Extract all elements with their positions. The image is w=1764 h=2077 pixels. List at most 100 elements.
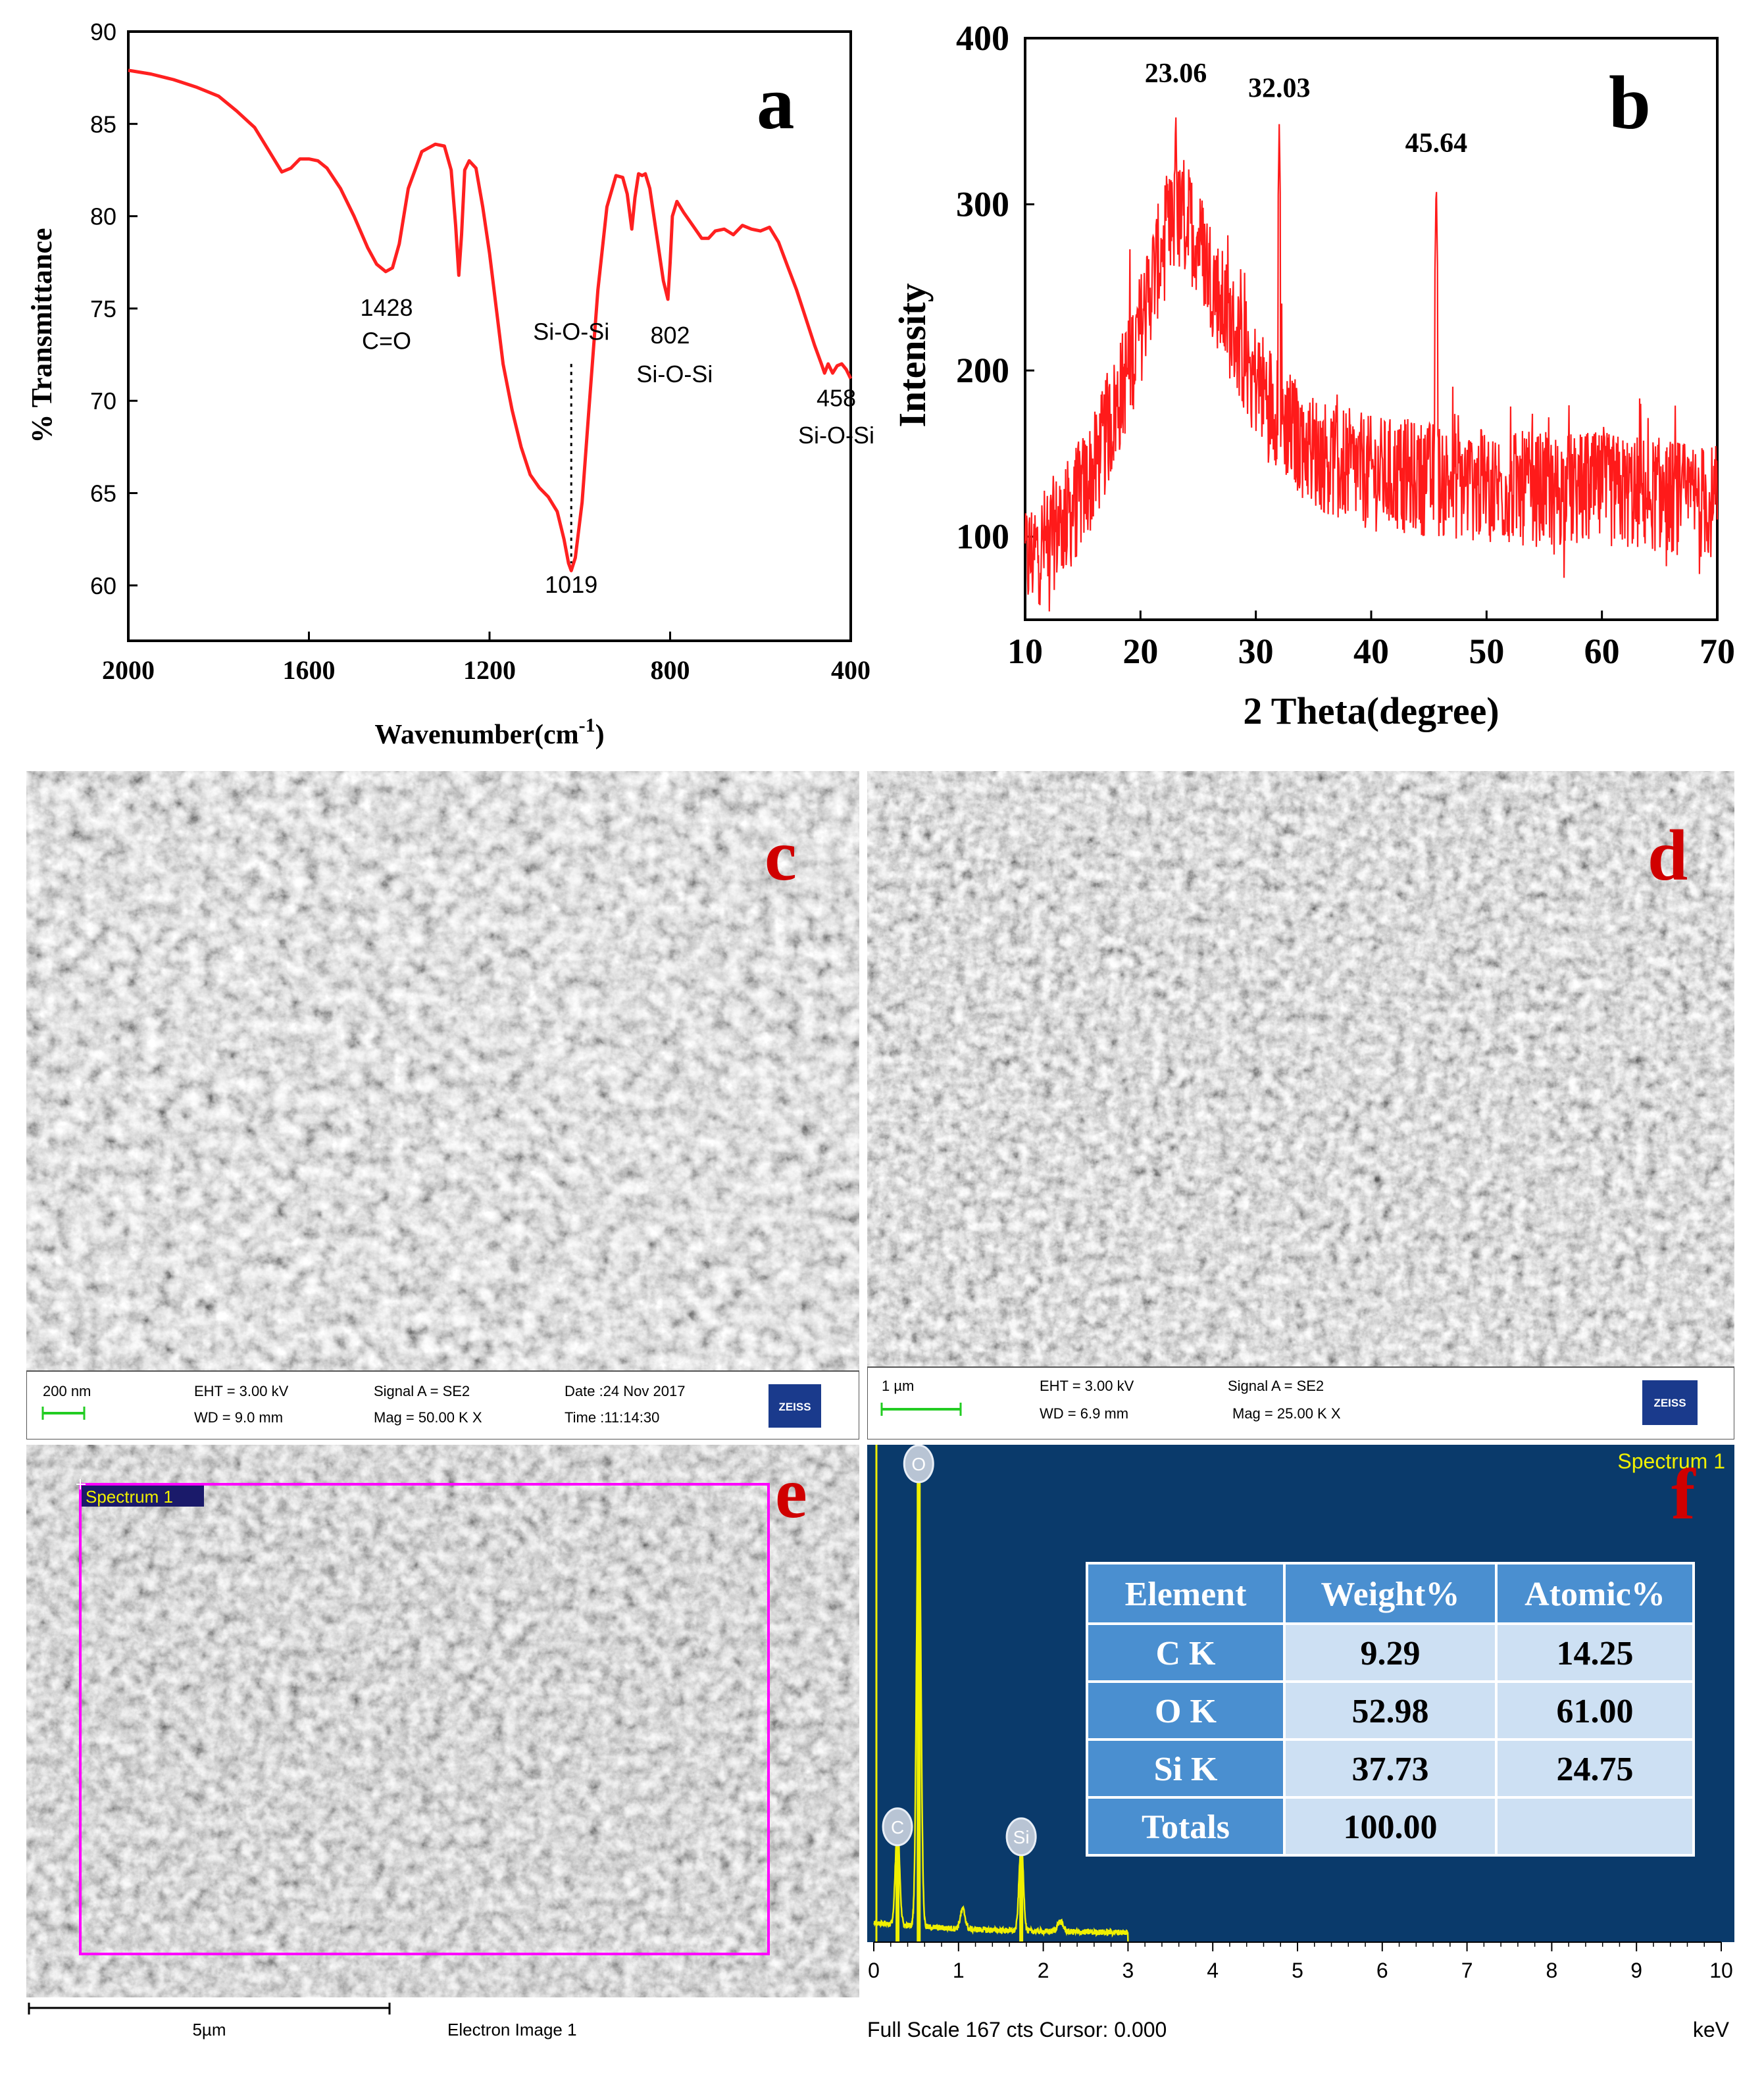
- xrd-x-tick-label: 30: [1238, 632, 1274, 671]
- ftir-y-tick-label: 65: [90, 480, 116, 507]
- eds-spectrum-label: Spectrum 1: [1617, 1449, 1725, 1473]
- ftir-x-tick-label: 1600: [283, 655, 336, 685]
- eds-peak-marker: [903, 1445, 934, 1484]
- ftir-annotation: C=O: [362, 328, 411, 355]
- xrd-y-tick-label: 400: [956, 18, 1009, 58]
- eds-table-value: 61.00: [1557, 1693, 1634, 1730]
- eds-table-cell: [1495, 1738, 1695, 1799]
- xrd-x-tick-label: 60: [1584, 632, 1620, 671]
- eds-table-cell: [1086, 1680, 1286, 1741]
- eds-peak-label: C: [891, 1817, 904, 1838]
- sem-e-caption: Electron Image 1: [447, 2020, 577, 2039]
- sem-panel-c: c 200 nm EHT = 3.00 kV WD = 9.0 mm Signa…: [26, 771, 859, 1439]
- eds-table-cell: [1086, 1738, 1286, 1799]
- ftir-x-tick-label: 2000: [102, 655, 155, 685]
- eds-x-tick-label: 0: [868, 1959, 880, 1982]
- ftir-y-tick-label: 90: [90, 18, 116, 45]
- xrd-x-tick-label: 70: [1700, 632, 1735, 671]
- eds-peak-marker: [882, 1807, 913, 1847]
- eds-chart: C O Si 0 1 2 3 4 5 6 7 8 9 10 Spectrum 1 f Element We…: [867, 1445, 1734, 2041]
- sem-c-signal: Signal A = SE2: [374, 1383, 470, 1399]
- sem-d-mag: Mag = 25.00 K X: [1232, 1405, 1341, 1422]
- eds-table-cell: [1495, 1622, 1695, 1683]
- eds-table-cell: [1283, 1796, 1498, 1857]
- sem-d-zeiss-logo: [1642, 1380, 1698, 1425]
- sem-panel-e: Spectrum 1 e 5µm Electron Image 1: [26, 1445, 859, 2049]
- eds-x-tick-label: 6: [1376, 1959, 1388, 1982]
- eds-x-tick-label: 10: [1709, 1959, 1733, 1982]
- eds-composition-table: Element Weight% Atomic% C K 9.29 14.25 O K 52.9…: [1086, 1562, 1695, 1857]
- eds-table-value: Totals: [1142, 1809, 1230, 1846]
- ftir-annotation: 1019: [545, 571, 597, 598]
- eds-x-tick-label: 2: [1038, 1959, 1049, 1982]
- xrd-y-tick-label: 200: [956, 351, 1009, 390]
- sem-d-zeiss-text: ZEISS: [1653, 1397, 1686, 1409]
- sem-image-e: [26, 1445, 859, 1997]
- sem-d-panel-letter: d: [1648, 815, 1688, 895]
- sem-c-eht: EHT = 3.00 kV: [194, 1383, 289, 1399]
- eds-table-header: Atomic%: [1525, 1576, 1665, 1613]
- eds-table-cell: [1495, 1796, 1695, 1857]
- eds-table-cell: [1495, 1680, 1695, 1741]
- sem-c-info-bar: [26, 1370, 859, 1439]
- xrd-peak-label: 23.06: [1145, 59, 1207, 89]
- eds-x-tick-label: 7: [1461, 1959, 1473, 1982]
- eds-table-value: 24.75: [1557, 1751, 1634, 1788]
- sem-c-zeiss-logo: [769, 1384, 821, 1428]
- sem-d-wd: WD = 6.9 mm: [1040, 1405, 1128, 1422]
- eds-panel-letter: f: [1671, 1454, 1696, 1534]
- eds-table-cell: [1086, 1562, 1286, 1625]
- xrd-x-axis-label: 2 Theta(degree): [1243, 689, 1499, 732]
- eds-table-value: 100.00: [1344, 1809, 1438, 1846]
- ftir-annotation: 1428: [360, 294, 413, 321]
- eds-table-header: Element: [1125, 1576, 1247, 1613]
- xrd-y-tick-label: 100: [956, 517, 1009, 557]
- sem-image-c: [26, 771, 859, 1371]
- eds-peak-marker: [1005, 1817, 1037, 1857]
- ftir-annotation: Si-O-Si: [798, 422, 874, 449]
- eds-peak-label: O: [911, 1454, 926, 1474]
- eds-table-value: C K: [1156, 1635, 1217, 1672]
- ftir-y-tick-label: 85: [90, 111, 116, 138]
- eds-peak-label: Si: [1013, 1827, 1030, 1847]
- ftir-chart: 2000 1600 1200 800 400 60 65 70 75 80 85 90 1428 C=O…: [26, 18, 874, 750]
- xrd-peak-label: 45.64: [1405, 128, 1468, 159]
- ftir-annotation: 458: [817, 385, 856, 412]
- ftir-y-tick-label: 70: [90, 388, 116, 414]
- eds-x-tick-label: 4: [1207, 1959, 1219, 1982]
- sem-d-eht: EHT = 3.00 kV: [1040, 1378, 1134, 1394]
- eds-table-value: 52.98: [1352, 1693, 1429, 1730]
- xrd-y-axis-label: Intensity: [891, 283, 934, 427]
- xrd-chart: 10 20 30 40 50 60 70 100 200 300 400 23.06 32.03 45.…: [891, 18, 1735, 732]
- sem-c-date: Date :24 Nov 2017: [565, 1383, 685, 1399]
- eds-table-cell: [1086, 1796, 1286, 1857]
- eds-table-value: 37.73: [1352, 1751, 1429, 1788]
- eds-table-cell: [1283, 1680, 1498, 1741]
- eds-x-unit: keV: [1693, 2018, 1730, 2041]
- sem-c-panel-letter: c: [765, 815, 797, 895]
- ftir-series-line: [128, 68, 853, 572]
- eds-table-header: Weight%: [1321, 1576, 1460, 1613]
- sem-c-mag: Mag = 50.00 K X: [374, 1409, 482, 1426]
- sem-panel-d: d 1 µm EHT = 3.00 kV WD = 6.9 mm Signal …: [867, 771, 1734, 1439]
- spectrum-area-box: [79, 1483, 770, 1955]
- spectrum-area-label: Spectrum 1: [86, 1487, 173, 1507]
- ftir-x-tick-label: 800: [651, 655, 690, 685]
- ftir-x-axis-label: Wavenumber(cm-1): [374, 714, 604, 750]
- xrd-x-tick-label: 40: [1353, 632, 1389, 671]
- ftir-annotation: Si-O-Si: [533, 318, 609, 345]
- xrd-peak-label: 32.03: [1248, 74, 1311, 104]
- xrd-y-tick-label: 300: [956, 185, 1009, 224]
- sem-image-d: [867, 771, 1734, 1367]
- xrd-x-tick-label: 20: [1122, 632, 1158, 671]
- eds-table-value: Si K: [1154, 1751, 1218, 1788]
- ftir-x-tick-label: 400: [831, 655, 870, 685]
- eds-table-value: O K: [1155, 1693, 1217, 1730]
- eds-table-value: 9.29: [1361, 1635, 1421, 1672]
- ftir-plot-frame: [127, 30, 852, 642]
- eds-x-tick-label: 3: [1122, 1959, 1134, 1982]
- ftir-y-axis-label: % Transmittance: [26, 228, 58, 443]
- eds-x-tick-label: 8: [1546, 1959, 1558, 1982]
- eds-table-value: 14.25: [1557, 1635, 1634, 1672]
- ftir-y-tick-label: 80: [90, 203, 116, 230]
